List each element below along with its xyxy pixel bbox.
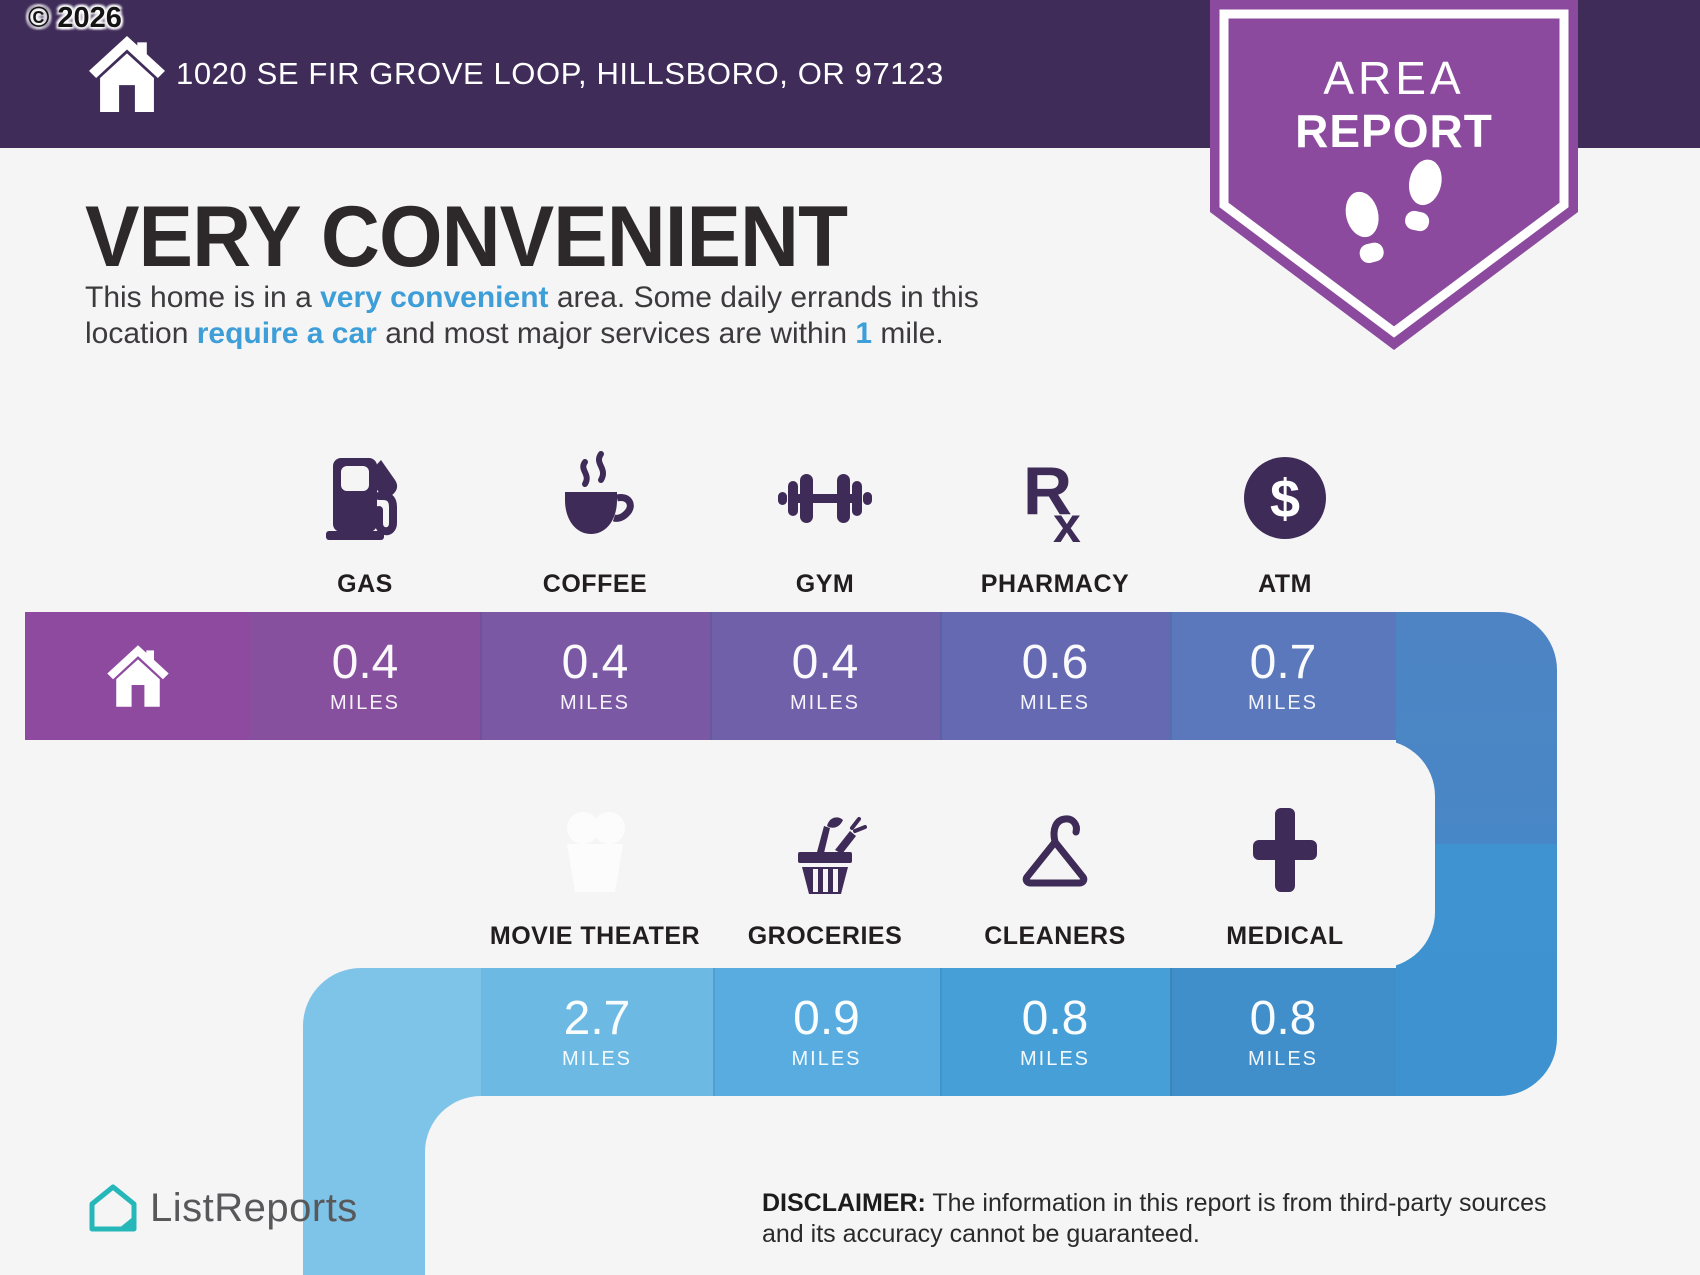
distance-value: 2.7 — [563, 991, 631, 1045]
description-highlight: require a car — [196, 317, 377, 350]
distance-unit: MILES — [561, 1047, 633, 1070]
page-title: VERY CONVENIENT — [85, 189, 848, 285]
distance-value: 0.8 — [1249, 991, 1317, 1045]
description-text: area. Some daily errands in this locatio… — [85, 281, 979, 350]
description-text: and most major services are within — [376, 317, 856, 350]
amenity-cleaners: CLEANERS — [940, 800, 1170, 951]
distance-cell-pharmacy: 0.6 MILES — [940, 612, 1170, 740]
amenity-label: MEDICAL — [1226, 922, 1344, 950]
description-highlight: very convenient — [320, 281, 549, 314]
distance-cell-groceries: 0.9 MILES — [713, 968, 940, 1096]
property-address: 1020 SE FIR GROVE LOOP, HILLSBORO, OR 97… — [176, 56, 944, 91]
distance-cell-gym: 0.4 MILES — [710, 612, 940, 740]
distance-unit: MILES — [1247, 1047, 1319, 1070]
rx-icon: R x — [1023, 453, 1081, 548]
distance-value: 0.4 — [791, 635, 859, 689]
svg-text:$: $ — [1270, 469, 1300, 529]
home-distance-cell — [25, 612, 250, 740]
amenity-gym: GYM — [710, 448, 940, 599]
distance-unit: MILES — [791, 1047, 862, 1070]
amenity-label: GAS — [337, 570, 393, 598]
band2-left-cap — [303, 968, 481, 1096]
dollar-circle-icon: $ — [1244, 457, 1326, 539]
amenity-label: CLEANERS — [984, 922, 1126, 950]
distance-cell-coffee: 0.4 MILES — [480, 612, 710, 740]
amenity-label: GROCERIES — [747, 922, 903, 950]
distance-value: 0.7 — [1249, 635, 1317, 689]
pipe-left-strip — [303, 1090, 425, 1275]
hanger-icon — [1022, 815, 1088, 887]
medical-cross-icon — [1253, 808, 1317, 892]
amenity-label: PHARMACY — [980, 570, 1130, 598]
disclaimer-label: DISCLAIMER: — [762, 1189, 926, 1217]
amenity-gas: GAS — [250, 448, 480, 599]
distance-cell-cleaners: 0.8 MILES — [940, 968, 1170, 1096]
amenity-label: ATM — [1258, 570, 1312, 598]
amenity-groceries: GROCERIES — [710, 800, 940, 951]
amenity-movie-theater: MOVIE THEATER — [480, 800, 710, 951]
header-home-icon — [89, 36, 165, 112]
listreports-house-icon — [89, 1184, 137, 1232]
description-text: This home is in a — [85, 281, 321, 314]
distance-value: 0.8 — [1021, 991, 1089, 1045]
disclaimer: DISCLAIMER: The information in this repo… — [762, 1188, 1552, 1250]
distance-unit: MILES — [329, 691, 401, 714]
amenity-atm: $ ATM — [1170, 448, 1400, 599]
listreports-logo: ListReports — [88, 1183, 358, 1233]
distance-cell-movie-theater: 2.7 MILES — [481, 968, 713, 1096]
distance-value: 0.4 — [561, 635, 629, 689]
distance-unit: MILES — [1019, 1047, 1091, 1070]
summary-description: This home is in a very convenient area. … — [85, 280, 1085, 352]
grocery-basket-icon — [798, 817, 867, 894]
distance-cell-gas: 0.4 MILES — [250, 612, 480, 740]
badge-line1: AREA — [1323, 52, 1465, 104]
movie-theater-icon — [567, 812, 625, 892]
distance-cell-medical: 0.8 MILES — [1170, 968, 1396, 1096]
copyright-text: © 2026 — [28, 2, 122, 34]
home-icon — [106, 645, 169, 707]
distance-unit: MILES — [789, 691, 861, 714]
bottom-white-panel — [425, 1096, 1700, 1275]
dumbbell-icon — [778, 474, 872, 523]
distance-unit: MILES — [1247, 691, 1319, 714]
gas-pump-icon — [326, 458, 398, 540]
area-report-badge — [1210, 0, 1578, 350]
badge-line2: REPORT — [1295, 105, 1493, 157]
badge-title: AREA REPORT — [1210, 52, 1578, 158]
distance-value: 0.9 — [793, 991, 860, 1045]
amenity-coffee: COFFEE — [480, 448, 710, 599]
amenity-label: COFFEE — [542, 570, 648, 598]
distance-value: 0.4 — [331, 635, 399, 689]
brand-name: ListReports — [150, 1185, 358, 1230]
coffee-cup-icon — [565, 451, 634, 534]
distance-unit: MILES — [1019, 691, 1091, 714]
distance-unit: MILES — [559, 691, 631, 714]
footprints-icon — [1345, 159, 1442, 264]
distance-cell-atm: 0.7 MILES — [1170, 612, 1396, 740]
svg-text:R: R — [1023, 453, 1072, 529]
amenity-medical: MEDICAL — [1170, 800, 1400, 951]
disclaimer-text: The information in this report is from t… — [762, 1189, 1547, 1248]
amenity-pharmacy: R x PHARMACY — [940, 448, 1170, 599]
amenity-label: GYM — [795, 570, 855, 598]
svg-text:x: x — [1053, 497, 1081, 548]
distance-value: 0.6 — [1021, 635, 1089, 689]
description-highlight: 1 — [855, 317, 873, 350]
description-text: mile. — [872, 317, 944, 350]
amenity-label: MOVIE THEATER — [489, 922, 701, 950]
middle-white-panel — [0, 740, 1435, 968]
